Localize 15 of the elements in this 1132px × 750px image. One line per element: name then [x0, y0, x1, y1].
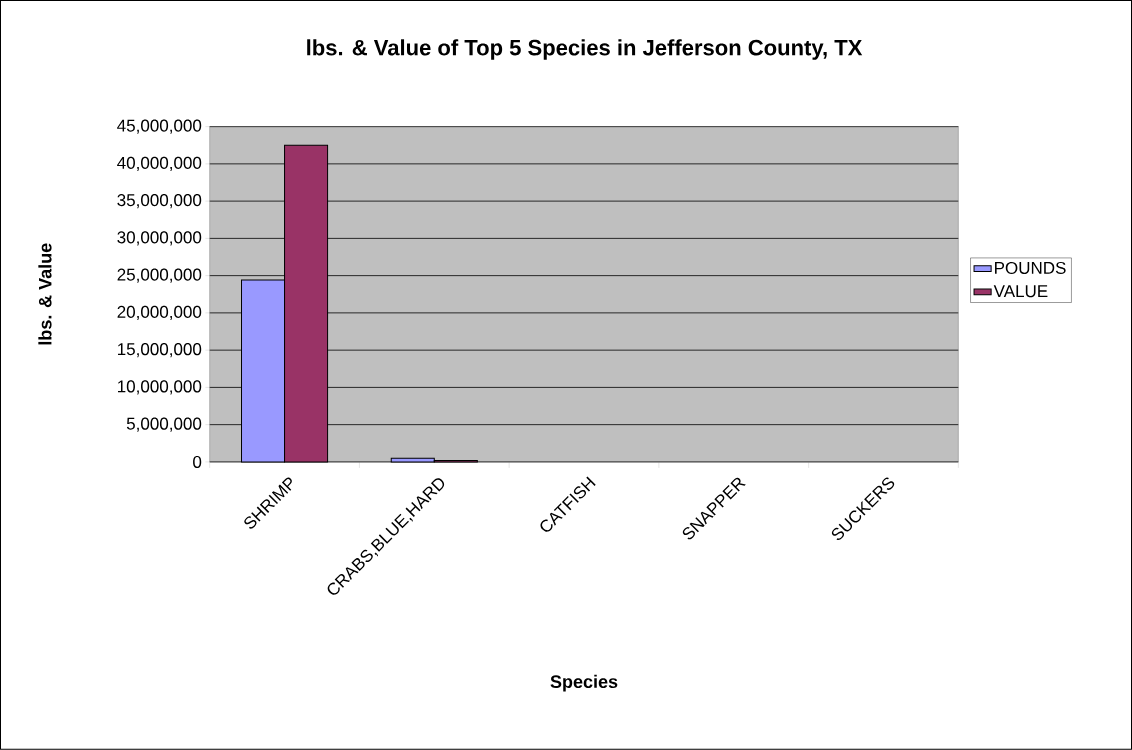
y-tick-label: 20,000,000: [117, 306, 202, 321]
y-axis-title: lbs. & Value: [38, 243, 52, 345]
legend-label: VALUE: [993, 285, 1048, 298]
y-tick-label: 35,000,000: [117, 194, 202, 209]
y-tick-label: 25,000,000: [117, 268, 202, 283]
x-axis-title: Species: [550, 674, 618, 692]
y-tick-label: 15,000,000: [118, 343, 202, 358]
y-tick-label: 0: [193, 456, 202, 469]
chart-title: lbs. & Value of Top 5 Species in Jefferson County, TX: [307, 39, 863, 60]
y-tick-label: 10,000,000: [118, 380, 202, 395]
y-tick-label: 30,000,000: [117, 231, 202, 246]
y-tick-label: 40,000,000: [117, 157, 202, 172]
y-tick-label: 5,000,000: [126, 417, 202, 432]
y-tick-label: 45,000,000: [117, 119, 202, 134]
legend-label: POUNDS: [995, 262, 1066, 275]
